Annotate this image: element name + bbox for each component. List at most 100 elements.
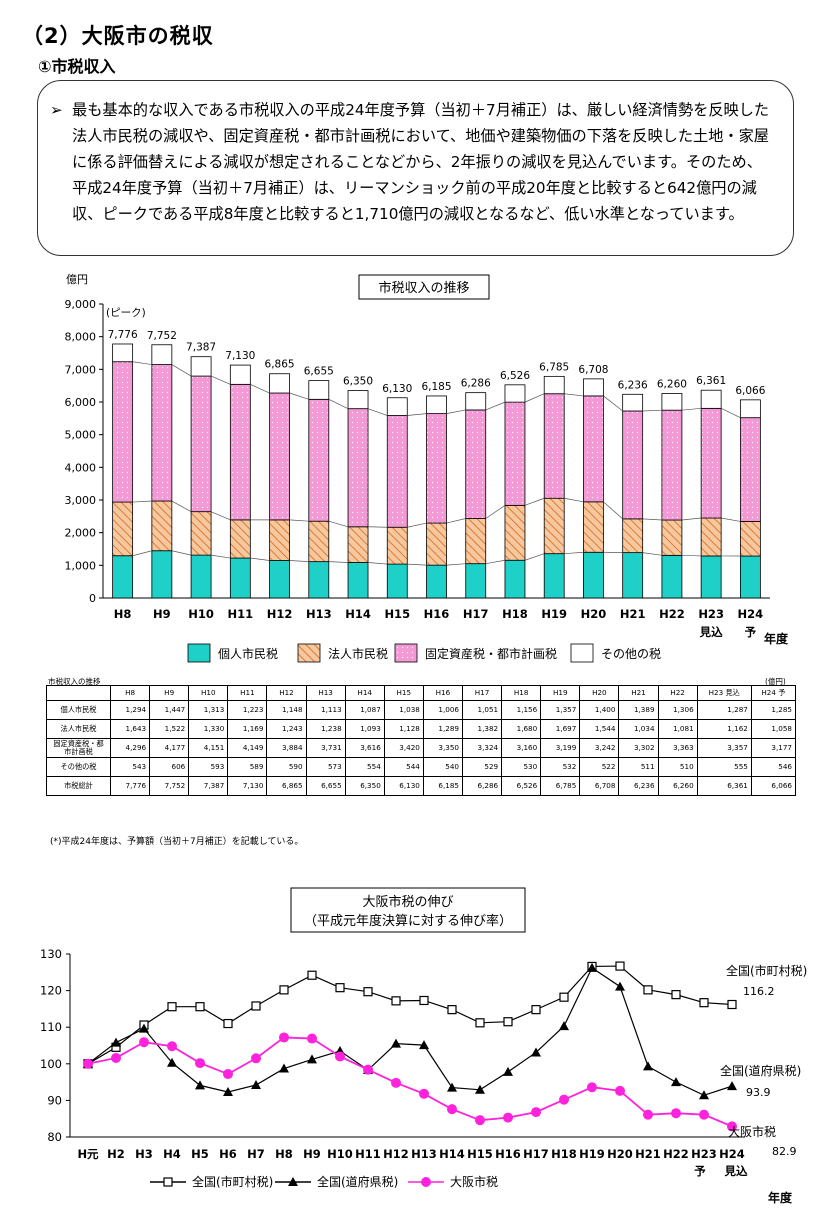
bar-total-label: 7,387 [186, 342, 216, 354]
bar-segment [661, 554, 683, 599]
table-cell: 6,130 [383, 776, 424, 796]
table-cell: 589 [227, 757, 268, 777]
x-tick-label: H18 [502, 607, 528, 621]
table-cell: 1,447 [149, 700, 190, 720]
data-point [307, 1054, 317, 1064]
series-end-value: 93.9 [746, 1086, 771, 1099]
x-tick-label: H9 [153, 607, 171, 621]
bar-segment [622, 518, 644, 554]
bar-segment [504, 401, 526, 506]
bar-segment [269, 560, 290, 599]
table-row: 固定資産税・都市計画税 4,296 4,177 4,151 4,149 3,884 3,73… [46, 738, 797, 758]
table-cell: 6,655 [305, 776, 346, 796]
table-cell: 540 [422, 757, 463, 777]
table-cell: 1,223 [227, 700, 268, 720]
data-point [531, 1047, 541, 1057]
data-point [279, 1063, 289, 1073]
bar-total-label: 6,655 [304, 366, 334, 378]
data-point [363, 1064, 373, 1075]
data-point [531, 1107, 541, 1118]
data-point [671, 1108, 681, 1119]
stack-connector [681, 517, 702, 521]
x-tick-label: H23 [698, 607, 724, 621]
stack-connector [367, 408, 388, 416]
data-point [279, 1032, 289, 1043]
table-cell: 6,350 [344, 776, 385, 796]
bar-total-label: 6,286 [461, 378, 491, 390]
table-header-cell: H24 予 [750, 685, 797, 701]
data-point [615, 961, 625, 971]
data-point [643, 985, 653, 995]
bar-total-label: 6,260 [657, 379, 687, 391]
bar-segment [347, 526, 369, 563]
bar-total-label: 7,776 [108, 329, 138, 341]
table-cell: 4,177 [149, 738, 190, 758]
table-cell: 1,243 [266, 719, 307, 739]
table-cell: 1,382 [461, 719, 503, 739]
x-axis-label: 年度 [764, 631, 789, 646]
table-cell: 6,236 [618, 776, 659, 796]
stack-connector [642, 518, 662, 521]
table-cell: 1,389 [618, 700, 659, 720]
bar-total-label: 7,130 [225, 350, 255, 362]
summary-line: 2年振りの減収を見込んでいます。そのため、平成24年度予算（当初＋7月補正）は、… [72, 153, 762, 197]
legend-swatch [570, 643, 594, 663]
stack-connector [446, 518, 466, 524]
bar-segment [700, 389, 722, 409]
bar-segment [583, 501, 604, 553]
bar-segment [700, 517, 722, 557]
bar-segment [465, 392, 487, 411]
legend-label: 全国(市町村税) [192, 1174, 273, 1189]
data-point [391, 996, 401, 1006]
stack-connector [524, 497, 545, 506]
table-cell: 3,177 [750, 738, 797, 758]
legend-label: 個人市民税 [218, 646, 278, 661]
table-cell: 4,296 [109, 738, 151, 758]
table-cell: 1,287 [696, 700, 752, 720]
data-point [111, 1037, 121, 1047]
table-header-cell: H17 [461, 685, 503, 701]
stack-connector [446, 409, 466, 414]
x-tick-label: H21 [620, 607, 646, 621]
bar-segment [151, 500, 173, 552]
table-header-cell: H14 [344, 685, 385, 701]
section-title: （2）大阪市の税収 [22, 24, 214, 48]
table-row: 法人市民税 1,643 1,522 1,330 1,169 1,243 1,238 1,093… [46, 719, 797, 739]
stack-connector [485, 505, 506, 519]
table-header-cell: H22 [657, 685, 698, 701]
bar-segment [426, 395, 447, 414]
table-cell: 1,081 [657, 719, 698, 739]
bar-segment [190, 375, 212, 513]
stack-connector [524, 393, 545, 403]
table-cell: 3,363 [657, 738, 698, 758]
series-line [87, 967, 733, 1096]
bar-segment [151, 344, 173, 365]
table-cell: 529 [461, 757, 503, 777]
stack-connector [446, 563, 466, 566]
summary-line: マンショック前の平成20年度と比較すると642億円の減収、ピークである平成8年度… [72, 179, 757, 223]
data-point [251, 1001, 261, 1011]
bar-segment [229, 364, 251, 385]
data-point [391, 1038, 401, 1048]
table-header-cell: H10 [188, 685, 229, 701]
x-tick-label: H3 [135, 1147, 153, 1161]
y-tick-label: 9,000 [65, 298, 97, 311]
bar-segment [112, 555, 134, 599]
table-cell: 3,357 [696, 738, 752, 758]
table-row: その他の税 543 606 593 589 590 573 554 544 540 529 530 53… [46, 757, 797, 777]
table-row-label: 個人市民税 [46, 700, 111, 720]
data-point [421, 1177, 431, 1187]
table-cell: 1,357 [540, 700, 581, 720]
bar-segment [308, 380, 330, 400]
table-cell: 3,884 [266, 738, 307, 758]
data-point [223, 1018, 233, 1029]
x-tick-sublabel: 予 [745, 625, 757, 639]
x-tick-label: H13 [411, 1147, 437, 1161]
table-cell: 511 [618, 757, 659, 777]
bar-segment [347, 390, 369, 410]
table-cell: 546 [750, 757, 797, 777]
table-header-cell: H9 [149, 685, 190, 701]
bar-chart-title: 市税収入の推移 [378, 280, 469, 296]
data-point [475, 1084, 485, 1094]
summary-line: 済情勢を反映した法人市民税の減収や、固定資産税・都市計画税において、地価や建築 [72, 101, 770, 145]
